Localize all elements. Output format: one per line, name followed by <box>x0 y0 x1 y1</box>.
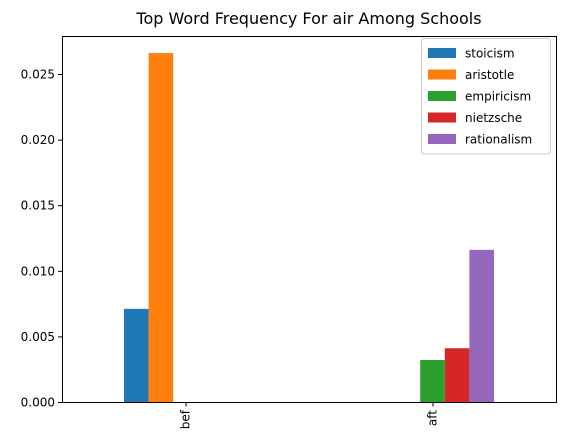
y-tick-label: 0.015 <box>21 199 55 213</box>
legend-label-aristotle: aristotle <box>465 68 514 82</box>
legend-swatch-rationalism <box>428 134 456 144</box>
legend-swatch-nietzsche <box>428 112 456 123</box>
x-tick-label-bef: bef <box>179 409 193 429</box>
y-tick-label: 0.005 <box>21 330 55 344</box>
y-tick-label: 0.025 <box>21 68 55 82</box>
bar-stoicism-bef <box>124 308 149 402</box>
legend-label-stoicism: stoicism <box>465 47 515 61</box>
legend-label-empiricism: empiricism <box>465 90 531 104</box>
y-tick-label: 0.000 <box>21 396 55 410</box>
legend-box <box>421 38 551 155</box>
y-tick-label: 0.020 <box>21 133 55 147</box>
bar-empiricism-aft <box>420 360 445 402</box>
bar-rationalism-aft <box>469 249 494 402</box>
plot-frame <box>62 36 557 403</box>
y-axis: 0.000 0.005 0.010 0.015 0.020 0.025 <box>21 68 63 410</box>
chart-title: Top Word Frequency For air Among Schools <box>135 9 481 28</box>
legend-swatch-stoicism <box>428 48 456 58</box>
legend-swatch-empiricism <box>428 91 456 101</box>
bar-nietzsche-aft <box>444 348 470 402</box>
legend-swatch-aristotle <box>428 69 456 80</box>
legend-label-rationalism: rationalism <box>465 133 532 147</box>
legend-label-nietzsche: nietzsche <box>465 111 522 125</box>
legend: stoicism aristotle empiricism nietzsche rati… <box>421 38 551 155</box>
bars-layer <box>124 53 494 402</box>
y-tick-label: 0.010 <box>21 264 55 278</box>
x-axis: bef aft <box>179 402 440 429</box>
x-tick-label-aft: aft <box>426 410 440 426</box>
bar-aristotle-bef <box>148 53 174 402</box>
